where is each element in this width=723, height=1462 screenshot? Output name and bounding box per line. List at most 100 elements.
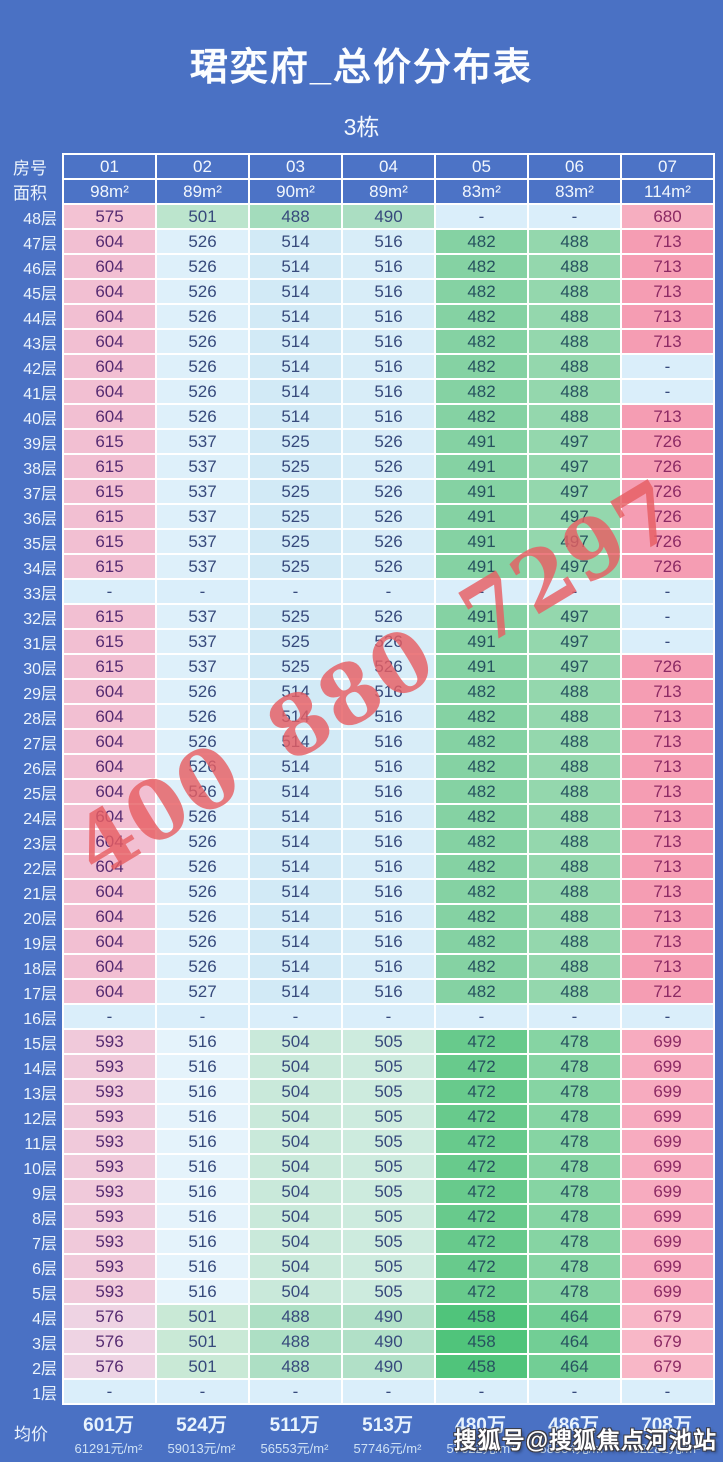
price-cell: 604: [64, 680, 155, 703]
price-cell: 516: [343, 680, 434, 703]
price-cell: 514: [250, 930, 341, 953]
price-cell: -: [622, 355, 713, 378]
price-cell: 525: [250, 605, 341, 628]
floor-label: 19层: [23, 935, 57, 953]
floor-label: 1层: [32, 1385, 57, 1403]
price-cell: 604: [64, 955, 155, 978]
column-header: 04: [343, 155, 434, 178]
price-cell: 713: [622, 855, 713, 878]
price-cell: 514: [250, 980, 341, 1003]
average-unit-price: 59013元/m²: [167, 1441, 236, 1456]
price-cell: 526: [157, 930, 248, 953]
price-cell: 615: [64, 455, 155, 478]
price-cell: 491: [436, 455, 527, 478]
price-cell: 526: [157, 830, 248, 853]
price-cell: 497: [529, 530, 620, 553]
price-cell: 490: [343, 1330, 434, 1353]
price-cell: 472: [436, 1205, 527, 1228]
price-cell: 679: [622, 1305, 713, 1328]
price-cell: -: [250, 580, 341, 603]
price-cell: 526: [157, 330, 248, 353]
price-cell: 488: [529, 755, 620, 778]
price-cell: 478: [529, 1055, 620, 1078]
price-cell: -: [622, 1005, 713, 1028]
price-cell: 478: [529, 1105, 620, 1128]
price-cell: 478: [529, 1255, 620, 1278]
price-cell: 491: [436, 530, 527, 553]
price-cell: 516: [343, 805, 434, 828]
floor-label: 37层: [23, 485, 57, 503]
area-cell: 89m²: [157, 180, 248, 203]
price-cell: 472: [436, 1280, 527, 1303]
price-cell: 593: [64, 1280, 155, 1303]
building-subtitle: 3栋: [343, 114, 380, 140]
price-cell: 482: [436, 680, 527, 703]
floor-label: 39层: [23, 435, 57, 453]
price-cell: 713: [622, 230, 713, 253]
floor-label: 7层: [32, 1235, 57, 1253]
price-cell: 516: [343, 355, 434, 378]
price-cell: 482: [436, 355, 527, 378]
floor-label: 29层: [23, 685, 57, 703]
price-cell: 488: [529, 680, 620, 703]
price-cell: 593: [64, 1205, 155, 1228]
price-cell: 514: [250, 705, 341, 728]
price-cell: 615: [64, 555, 155, 578]
price-cell: 680: [622, 205, 713, 228]
price-cell: 497: [529, 430, 620, 453]
price-cell: 482: [436, 330, 527, 353]
price-cell: -: [436, 205, 527, 228]
price-cell: 482: [436, 755, 527, 778]
price-cell: 472: [436, 1180, 527, 1203]
price-cell: 712: [622, 980, 713, 1003]
price-cell: 505: [343, 1155, 434, 1178]
price-cell: 516: [157, 1030, 248, 1053]
price-cell: 491: [436, 630, 527, 653]
price-cell: 514: [250, 230, 341, 253]
price-cell: 488: [529, 830, 620, 853]
floor-label: 6层: [32, 1260, 57, 1278]
price-cell: -: [622, 580, 713, 603]
price-cell: 504: [250, 1180, 341, 1203]
price-cell: 488: [250, 1305, 341, 1328]
price-cell: 516: [343, 330, 434, 353]
floor-label: 25层: [23, 785, 57, 803]
floor-label: 32层: [23, 610, 57, 628]
price-cell: 699: [622, 1230, 713, 1253]
floor-label: 18层: [23, 960, 57, 978]
price-cell: 488: [529, 355, 620, 378]
floor-label: 11层: [24, 1135, 57, 1153]
price-cell: 713: [622, 805, 713, 828]
price-cell: 516: [343, 955, 434, 978]
price-cell: 699: [622, 1205, 713, 1228]
price-cell: 472: [436, 1055, 527, 1078]
price-cell: 516: [157, 1105, 248, 1128]
price-cell: 604: [64, 355, 155, 378]
floor-label: 5层: [32, 1285, 57, 1303]
floor-label: 41层: [23, 385, 57, 403]
price-cell: 526: [157, 955, 248, 978]
price-cell: 593: [64, 1130, 155, 1153]
price-cell: 526: [157, 905, 248, 928]
column-header: 02: [157, 155, 248, 178]
price-cell: 488: [529, 980, 620, 1003]
price-cell: 514: [250, 330, 341, 353]
price-cell: 526: [157, 680, 248, 703]
average-total: 511万: [269, 1415, 320, 1436]
area-corner-label: 面积: [13, 184, 47, 203]
average-label: 均价: [14, 1424, 48, 1444]
price-cell: 504: [250, 1055, 341, 1078]
price-cell: 514: [250, 855, 341, 878]
price-cell: 516: [343, 930, 434, 953]
price-cell: 526: [157, 230, 248, 253]
price-cell: -: [622, 1380, 713, 1403]
price-cell: 526: [343, 555, 434, 578]
average-unit-price: 56553元/m²: [260, 1441, 329, 1456]
price-cell: 490: [343, 1355, 434, 1378]
price-cell: 488: [529, 905, 620, 928]
price-cell: 516: [343, 780, 434, 803]
floor-label: 33层: [23, 585, 57, 603]
page-title: 珺奕府_总价分布表: [189, 47, 534, 89]
price-cell: 497: [529, 455, 620, 478]
price-cell: 713: [622, 880, 713, 903]
